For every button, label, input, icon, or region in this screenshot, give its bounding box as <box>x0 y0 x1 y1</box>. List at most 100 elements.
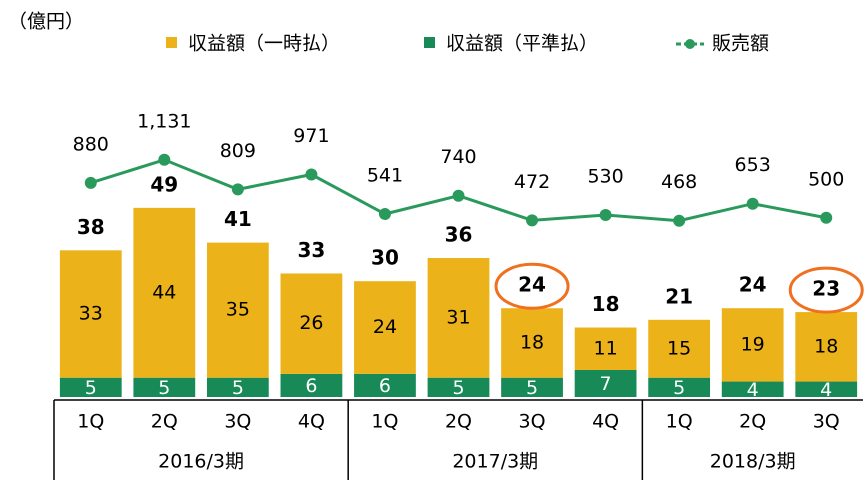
line-point <box>84 176 97 189</box>
legend-label: 収益額（平準払） <box>446 33 598 55</box>
segment-label: 5 <box>232 377 244 399</box>
segment-label: 31 <box>446 306 470 328</box>
group-label: 2017/3期 <box>452 451 538 473</box>
bar-segment <box>574 369 637 397</box>
line-value-label: 530 <box>587 166 623 188</box>
total-label: 21 <box>665 284 693 308</box>
segment-label: 44 <box>152 281 176 303</box>
legend-label: 販売額 <box>712 33 769 55</box>
legend-label: 収益額（一時払） <box>188 33 340 55</box>
line-point <box>158 153 171 166</box>
unit-label: （億円） <box>8 11 84 33</box>
bar-segment <box>501 308 563 378</box>
line-value-label: 653 <box>735 154 771 176</box>
line-point <box>378 208 391 221</box>
line-point <box>526 214 539 227</box>
total-label: 36 <box>445 223 473 247</box>
total-label: 33 <box>297 238 325 262</box>
total-label: 18 <box>592 292 620 316</box>
highlight-circle <box>788 266 864 314</box>
bar-segment <box>280 373 343 397</box>
legend-marker <box>685 39 695 49</box>
bar-segment <box>280 273 343 374</box>
line-value-label: 971 <box>293 125 329 147</box>
bar-segment <box>648 377 711 397</box>
line-point <box>673 214 686 227</box>
line-value-label: 740 <box>440 146 476 168</box>
line-point <box>452 189 465 202</box>
line-point <box>305 168 318 181</box>
total-label: 24 <box>739 273 767 297</box>
segment-label: 4 <box>820 379 832 401</box>
line-point <box>820 211 833 224</box>
line-value-label: 880 <box>73 133 109 155</box>
x-tick-label: 4Q <box>592 411 619 433</box>
segment-label: 5 <box>85 377 97 399</box>
segment-label: 35 <box>226 299 250 321</box>
segment-label: 5 <box>452 377 464 399</box>
group-label: 2016/3期 <box>158 451 244 473</box>
line-value-label: 468 <box>661 171 697 193</box>
x-tick-label: 3Q <box>813 411 840 433</box>
total-label: 38 <box>77 215 105 239</box>
highlight-circle <box>494 262 570 310</box>
bar-segment <box>721 308 784 382</box>
bar-segment <box>721 381 784 397</box>
line-value-label: 809 <box>220 140 256 162</box>
segment-label: 26 <box>299 312 323 334</box>
segment-label: 4 <box>747 379 759 401</box>
bar-segment <box>501 377 563 397</box>
bar-segment <box>354 281 416 374</box>
segment-label: 18 <box>814 335 838 357</box>
segment-label: 19 <box>741 333 765 355</box>
bar-segment <box>648 319 711 378</box>
line-value-label: 1,131 <box>137 110 191 132</box>
bar-segment <box>795 381 858 397</box>
bar-segment <box>133 377 196 397</box>
legend-swatch <box>424 37 435 48</box>
x-tick-label: 1Q <box>77 411 104 433</box>
bar-segment <box>427 258 490 378</box>
x-tick-label: 3Q <box>519 411 546 433</box>
total-label: 30 <box>371 246 399 270</box>
bar-segment <box>133 207 196 378</box>
total-label: 23 <box>812 277 840 301</box>
x-tick-label: 1Q <box>666 411 693 433</box>
segment-label: 33 <box>79 303 103 325</box>
segment-label: 24 <box>373 316 397 338</box>
x-tick-label: 2Q <box>151 411 178 433</box>
line-value-label: 472 <box>514 171 550 193</box>
line-value-label: 541 <box>367 165 403 187</box>
segment-label: 15 <box>667 337 691 359</box>
group-label: 2018/3期 <box>710 451 796 473</box>
segment-label: 7 <box>600 373 612 395</box>
bar-segment <box>427 377 490 397</box>
bar-segment <box>206 242 269 378</box>
line-point <box>746 197 759 210</box>
x-tick-label: 1Q <box>371 411 398 433</box>
total-label: 24 <box>518 273 546 297</box>
segment-label: 5 <box>673 377 685 399</box>
segment-label: 18 <box>520 331 544 353</box>
bar-segment <box>574 327 637 370</box>
segment-label: 11 <box>593 337 617 359</box>
segment-label: 6 <box>379 375 391 397</box>
segment-label: 6 <box>305 375 317 397</box>
line-value-label: 500 <box>808 168 844 190</box>
bar-segment <box>206 377 269 397</box>
segment-label: 5 <box>158 377 170 399</box>
bar-segment <box>59 377 122 397</box>
bar-segment <box>59 250 122 378</box>
x-tick-label: 2Q <box>739 411 766 433</box>
total-label: 49 <box>150 172 178 196</box>
segment-label: 5 <box>526 377 538 399</box>
total-label: 41 <box>224 207 252 231</box>
bar-segment <box>795 312 858 382</box>
x-tick-label: 3Q <box>224 411 251 433</box>
x-tick-label: 4Q <box>298 411 325 433</box>
x-tick-label: 2Q <box>445 411 472 433</box>
legend-swatch <box>166 37 177 48</box>
line-point <box>599 209 612 222</box>
bar-segment <box>354 373 416 397</box>
